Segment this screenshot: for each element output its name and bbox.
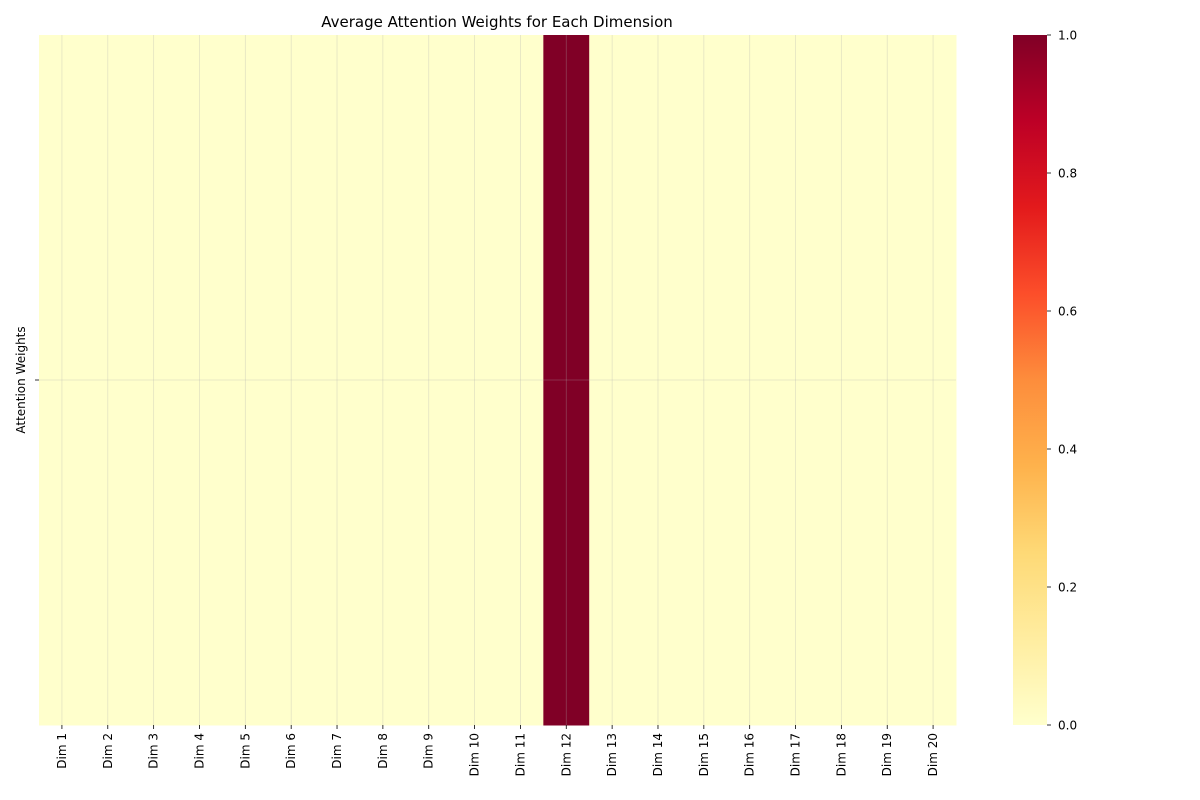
heatmap-cell [451,35,498,726]
x-tick-label: Dim 14 [651,733,665,776]
x-tick-label: Dim 13 [605,733,619,776]
x-axis-ticks: Dim 1 Dim 2 Dim 3 Dim 4 Dim 5 Dim 6 Dim 7 Dim 8… [55,725,940,776]
x-tick-label: Dim 11 [513,733,527,776]
x-tick-label: Dim 19 [880,733,894,776]
heatmap-cell [864,35,911,726]
heatmap-cell [176,35,223,726]
y-axis-label: Attention Weights [14,326,28,433]
x-tick-label: Dim 9 [422,733,436,769]
heatmap-cell [910,35,957,726]
heatmap-cell [268,35,315,726]
colorbar-tick-label: 0.4 [1058,443,1077,457]
heatmap-cell [818,35,865,726]
x-tick-label: Dim 17 [789,733,803,776]
x-tick-label: Dim 16 [743,733,757,776]
colorbar-tick-label: 0.0 [1058,719,1077,733]
heatmap-cell [589,35,636,726]
heatmap-cell [359,35,407,726]
heatmap-cell [497,35,544,726]
heatmap-cell [726,35,774,726]
heatmap-cell [405,35,453,726]
x-tick-label: Dim 20 [926,733,940,776]
x-tick-label: Dim 10 [468,733,482,776]
x-tick-label: Dim 1 [55,733,69,769]
x-tick-label: Dim 15 [697,733,711,776]
x-tick-label: Dim 6 [284,733,298,769]
colorbar-ticks: 0.0 0.2 0.4 0.6 0.8 1.0 [1047,29,1077,733]
heatmap-cell [314,35,361,726]
x-tick-label: Dim 18 [834,733,848,776]
colorbar-tick-label: 0.6 [1058,305,1077,319]
colorbar-tick-label: 0.8 [1058,167,1077,181]
heatmap-cell [680,35,728,726]
x-tick-label: Dim 3 [147,733,161,769]
heatmap-cell [543,35,590,726]
colorbar: 0.0 0.2 0.4 0.6 0.8 1.0 [1013,29,1077,733]
heatmap-cell [84,35,132,726]
heatmap-cell [130,35,178,726]
x-tick-label: Dim 8 [376,733,390,769]
colorbar-gradient [1013,35,1047,725]
colorbar-tick-label: 1.0 [1058,29,1077,43]
heatmap-grid [39,35,956,725]
colorbar-tick-label: 0.2 [1058,581,1077,595]
x-tick-label: Dim 2 [101,733,115,769]
chart-title: Average Attention Weights for Each Dimen… [321,13,673,31]
x-tick-label: Dim 5 [238,733,252,769]
heatmap-cells [39,35,957,726]
x-tick-label: Dim 12 [559,733,573,776]
heatmap-cell [635,35,682,726]
heatmap-cell [772,35,819,726]
heatmap-cell [222,35,269,726]
x-tick-label: Dim 4 [192,733,206,769]
heatmap-cell [39,35,86,726]
x-tick-label: Dim 7 [330,733,344,769]
